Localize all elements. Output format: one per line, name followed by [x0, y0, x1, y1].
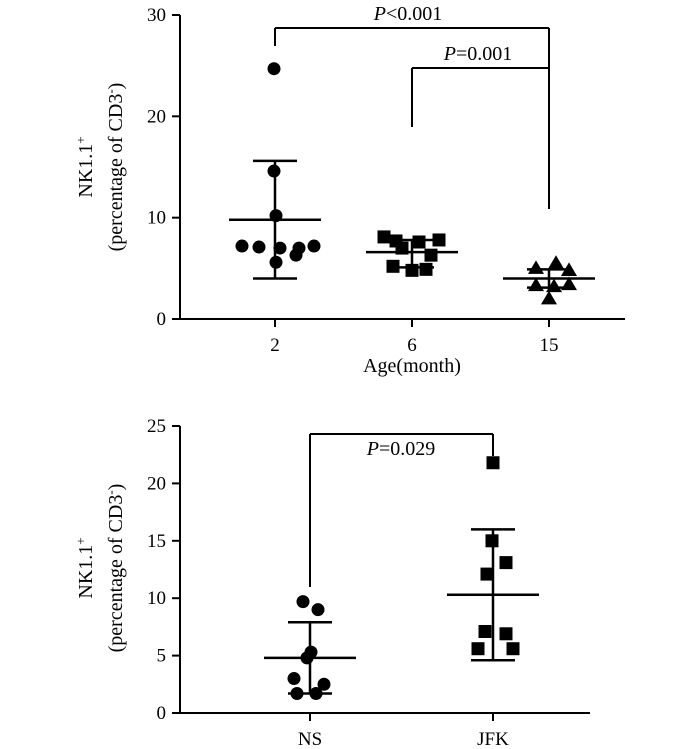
data-point-square: [405, 263, 419, 277]
data-point-circle: [287, 672, 301, 686]
y-axis-subtitle-superscript: -: [103, 89, 118, 93]
y-axis-subtitle-close: ): [105, 484, 127, 491]
y-tick-label: 20: [147, 473, 166, 494]
x-tick-label: NS: [298, 729, 322, 749]
y-axis-title-main: NK1.1: [75, 545, 97, 599]
data-point-square: [486, 456, 500, 470]
y-axis-title-superscript: +: [73, 537, 88, 544]
data-point-circle: [317, 677, 331, 691]
y-axis-subtitle-close: ): [105, 83, 127, 90]
data-point-square: [485, 534, 499, 548]
y-axis-subtitle: (percentage of CD3-): [103, 484, 128, 653]
x-tick-label: 6: [407, 335, 417, 356]
y-tick-label: 10: [147, 588, 166, 609]
data-point-square: [499, 556, 513, 570]
y-tick-label: 0: [157, 309, 167, 330]
data-point-circle: [307, 239, 321, 253]
y-axis-subtitle-superscript: -: [103, 490, 118, 494]
data-point-triangle: [541, 290, 557, 305]
data-point-circle: [296, 595, 310, 609]
data-point-triangle: [528, 260, 544, 274]
data-point-circle: [269, 255, 283, 269]
data-point-circle: [309, 686, 323, 700]
data-point-circle: [235, 239, 249, 253]
y-tick-label: 10: [147, 208, 166, 229]
data-point-triangle: [528, 277, 544, 292]
data-point-square: [424, 248, 438, 262]
data-point-square: [395, 241, 409, 255]
data-point-square: [419, 262, 433, 276]
x-tick-label: 2: [270, 335, 280, 356]
data-point-square: [386, 259, 400, 273]
p-symbol: P: [366, 438, 379, 460]
data-point-circle: [269, 209, 283, 223]
data-point-circle: [267, 62, 281, 76]
x-tick-label: JFK: [477, 729, 509, 749]
y-axis-title-main: NK1.1: [75, 144, 97, 198]
p-symbol: P: [443, 43, 456, 65]
data-point-circle: [311, 603, 325, 617]
y-axis-subtitle-text: (percentage of CD3: [105, 495, 127, 653]
y-axis-title-superscript: +: [73, 136, 88, 143]
data-point-circle: [290, 686, 304, 700]
data-point-circle: [273, 241, 287, 255]
y-tick-label: 30: [147, 5, 166, 26]
p-value: <0.001: [386, 3, 442, 25]
data-point-circle: [300, 651, 314, 665]
y-tick-label: 20: [147, 106, 166, 127]
y-tick-label: 15: [147, 531, 166, 552]
data-point-square: [480, 567, 494, 581]
significance-label: P=0.001: [443, 43, 513, 65]
y-axis-title: NK1.1+: [73, 136, 98, 197]
data-point-square: [377, 230, 391, 244]
y-axis-title: NK1.1+: [73, 537, 98, 598]
significance-label: P<0.001: [373, 3, 443, 25]
y-tick-label: 0: [157, 703, 167, 724]
x-axis-title: Age(month): [363, 355, 461, 377]
p-value: =0.029: [379, 438, 435, 460]
data-point-triangle: [546, 278, 562, 293]
y-tick-label: 25: [147, 416, 166, 437]
y-axis-subtitle: (percentage of CD3-): [103, 83, 128, 252]
significance-label: P=0.029: [366, 438, 436, 460]
p-symbol: P: [373, 3, 386, 25]
data-point-square: [412, 235, 426, 249]
x-tick-label: 15: [540, 335, 559, 356]
p-value: =0.001: [456, 43, 512, 65]
y-tick-label: 5: [157, 646, 167, 667]
data-point-square: [471, 642, 485, 656]
data-point-square: [478, 624, 492, 638]
data-point-circle: [252, 240, 266, 254]
data-point-circle: [267, 164, 281, 178]
data-point-square: [506, 642, 520, 656]
data-point-triangle: [561, 276, 577, 291]
data-point-circle: [289, 248, 303, 262]
data-point-square: [499, 627, 513, 641]
data-point-triangle: [548, 255, 564, 269]
data-point-square: [432, 233, 446, 247]
data-point-triangle: [561, 262, 577, 276]
y-axis-subtitle-text: (percentage of CD3: [105, 94, 127, 252]
